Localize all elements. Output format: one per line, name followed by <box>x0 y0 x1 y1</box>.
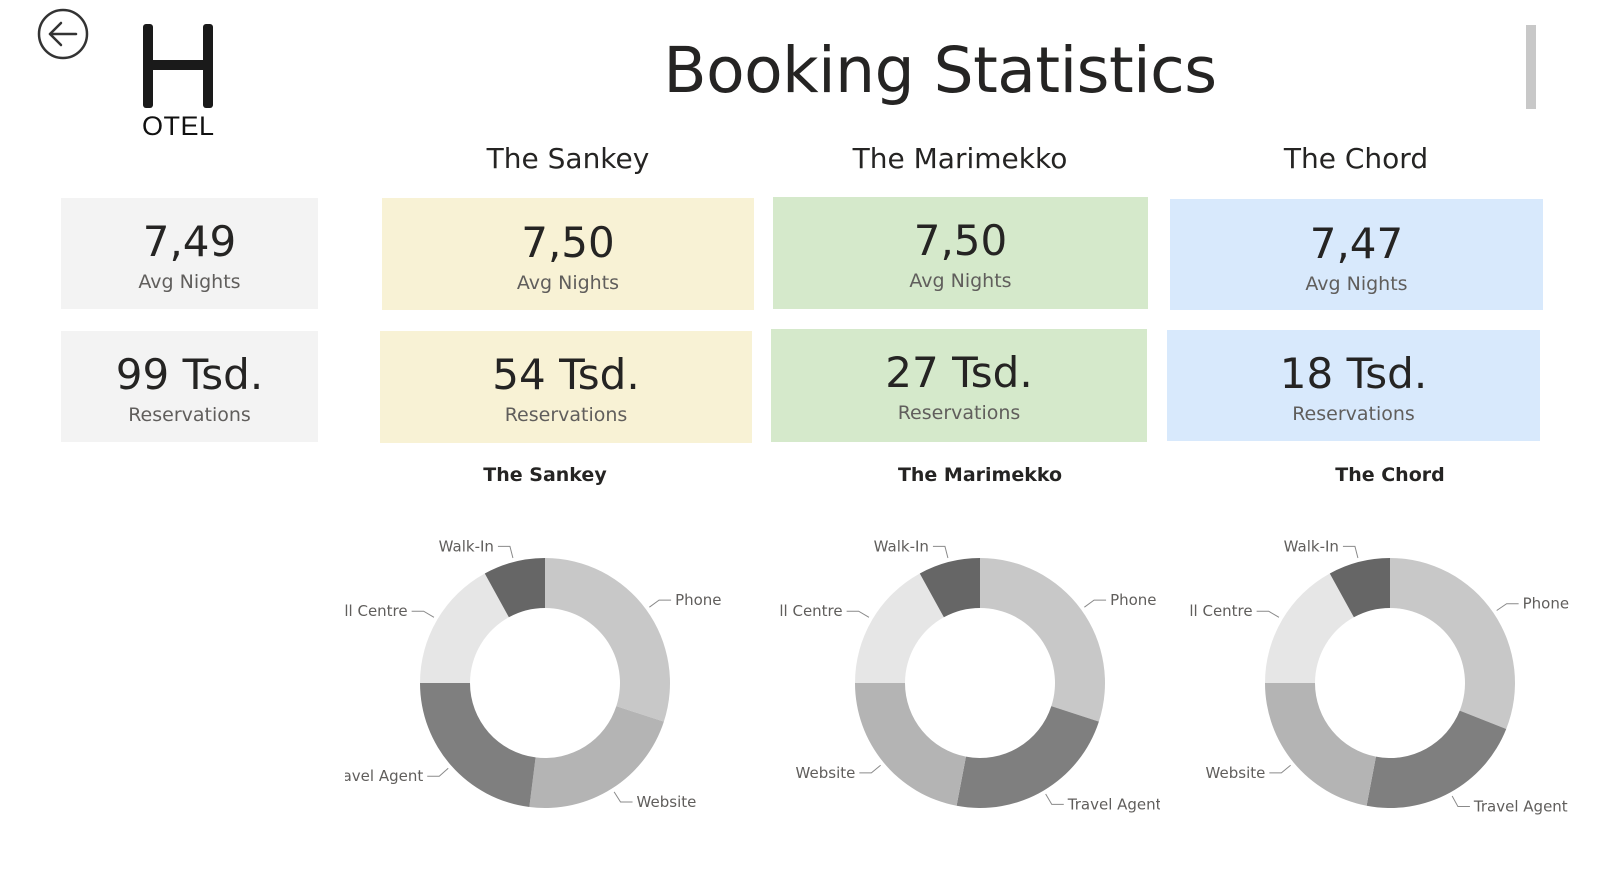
kpi-label: Reservations <box>1292 403 1415 425</box>
leader-line-walk-in <box>497 545 514 559</box>
donut-label-website: Website <box>796 764 856 782</box>
column-header-marimekko: The Marimekko <box>852 142 1068 175</box>
leader-line-travel-agent <box>1451 795 1470 808</box>
donut-slice-call-centre[interactable] <box>420 573 509 683</box>
leader-line-travel-agent <box>427 767 449 777</box>
kpi-value: 7,50 <box>521 218 615 267</box>
donut-chart-sankey: Phone App Website Travel Agent Call Centre W… <box>345 537 725 811</box>
leader-line-walk-in <box>932 545 949 559</box>
leader-line-travel-agent <box>1045 793 1064 805</box>
leader-line-phone-app <box>649 599 672 608</box>
donut-label-travel-agent: Travel Agent <box>345 767 423 785</box>
column-header-sankey: The Sankey <box>486 142 650 175</box>
donut-slice-walk-in[interactable] <box>1329 558 1390 618</box>
donut-chart-marimekko: Phone App Travel Agent Website Call Centre W… <box>780 537 1160 813</box>
donut-label-website: Website <box>637 793 697 811</box>
kpi-card-total-avg-nights: 7,49 Avg Nights <box>61 198 318 309</box>
scrollbar-thumb[interactable] <box>1526 25 1536 109</box>
leader-line-website <box>613 791 633 803</box>
donut-label-website: Website <box>1206 764 1266 782</box>
kpi-value: 7,49 <box>142 217 237 266</box>
donut-label-walk-in: Walk-In <box>1284 537 1339 555</box>
donut-slice-website[interactable] <box>1265 683 1376 806</box>
donut-label-walk-in: Walk-In <box>874 537 929 555</box>
donut-label-call-centre: Call Centre <box>1190 602 1253 620</box>
donut-chart-chord: Phone App Travel Agent Website Call Centre W… <box>1190 537 1570 816</box>
donut-label-call-centre: Call Centre <box>345 602 408 620</box>
donut-slice-walk-in[interactable] <box>919 558 980 618</box>
donut-slice-travel-agent[interactable] <box>1366 710 1507 808</box>
leader-line-call-centre <box>1256 610 1280 618</box>
kpi-card-chord-avg-nights: 7,47 Avg Nights <box>1170 199 1543 310</box>
kpi-value: 99 Tsd. <box>115 350 264 399</box>
leader-line-phone-app <box>1496 603 1519 611</box>
donut-label-phone-app: Phone App <box>675 591 725 609</box>
donut-slice-travel-agent[interactable] <box>420 683 536 808</box>
donut-label-phone-app: Phone App <box>1110 591 1160 609</box>
hotel-logo-h-icon <box>140 22 220 110</box>
donut-slice-walk-in[interactable] <box>484 558 545 618</box>
kpi-label: Avg Nights <box>516 272 620 294</box>
kpi-label: Reservations <box>504 404 628 426</box>
donut-label-walk-in: Walk-In <box>439 537 494 555</box>
kpi-label: Avg Nights <box>1305 273 1408 295</box>
kpi-card-chord-reservations: 18 Tsd. Reservations <box>1167 330 1540 441</box>
kpi-value: 7,50 <box>913 216 1008 265</box>
kpi-card-marimekko-reservations: 27 Tsd. Reservations <box>771 329 1147 442</box>
leader-line-website <box>859 764 881 774</box>
kpi-card-sankey-avg-nights: 7,50 Avg Nights <box>382 198 754 310</box>
chart-title-sankey: The Sankey <box>483 464 607 486</box>
kpi-label: Avg Nights <box>909 270 1012 292</box>
kpi-label: Reservations <box>897 402 1021 424</box>
kpi-value: 18 Tsd. <box>1279 349 1428 398</box>
column-header-chord: The Chord <box>1283 142 1429 175</box>
donut-label-travel-agent: Travel Agent <box>1067 795 1160 813</box>
kpi-label: Avg Nights <box>138 271 241 293</box>
donut-slice-website[interactable] <box>855 683 966 806</box>
leader-line-call-centre <box>411 610 435 618</box>
kpi-label: Reservations <box>128 404 251 426</box>
donut-slice-call-centre[interactable] <box>855 573 944 683</box>
kpi-value: 7,47 <box>1309 219 1404 268</box>
donut-slice-travel-agent[interactable] <box>956 706 1099 808</box>
donut-label-phone-app: Phone App <box>1523 595 1570 613</box>
chart-title-marimekko: The Marimekko <box>897 464 1063 486</box>
donut-slice-phone-app[interactable] <box>545 558 670 722</box>
leader-line-website <box>1269 764 1291 774</box>
back-arrow-icon[interactable] <box>36 7 90 61</box>
logo-text: OTEL <box>142 111 215 141</box>
page-title: Booking Statistics <box>663 34 1217 107</box>
donut-slice-website[interactable] <box>529 706 664 808</box>
donut-slice-phone-app[interactable] <box>980 558 1105 722</box>
kpi-card-marimekko-avg-nights: 7,50 Avg Nights <box>773 197 1148 309</box>
chart-title-chord: The Chord <box>1335 464 1445 486</box>
leader-line-call-centre <box>846 610 870 618</box>
donut-label-travel-agent: Travel Agent <box>1473 798 1568 816</box>
leader-line-phone-app <box>1084 599 1107 608</box>
donut-label-call-centre: Call Centre <box>780 602 843 620</box>
donut-slice-call-centre[interactable] <box>1265 573 1354 683</box>
leader-line-walk-in <box>1342 545 1359 559</box>
kpi-card-total-reservations: 99 Tsd. Reservations <box>61 331 318 442</box>
kpi-value: 27 Tsd. <box>885 348 1033 397</box>
kpi-value: 54 Tsd. <box>492 350 640 399</box>
kpi-card-sankey-reservations: 54 Tsd. Reservations <box>380 331 752 443</box>
donut-slice-phone-app[interactable] <box>1390 558 1515 730</box>
